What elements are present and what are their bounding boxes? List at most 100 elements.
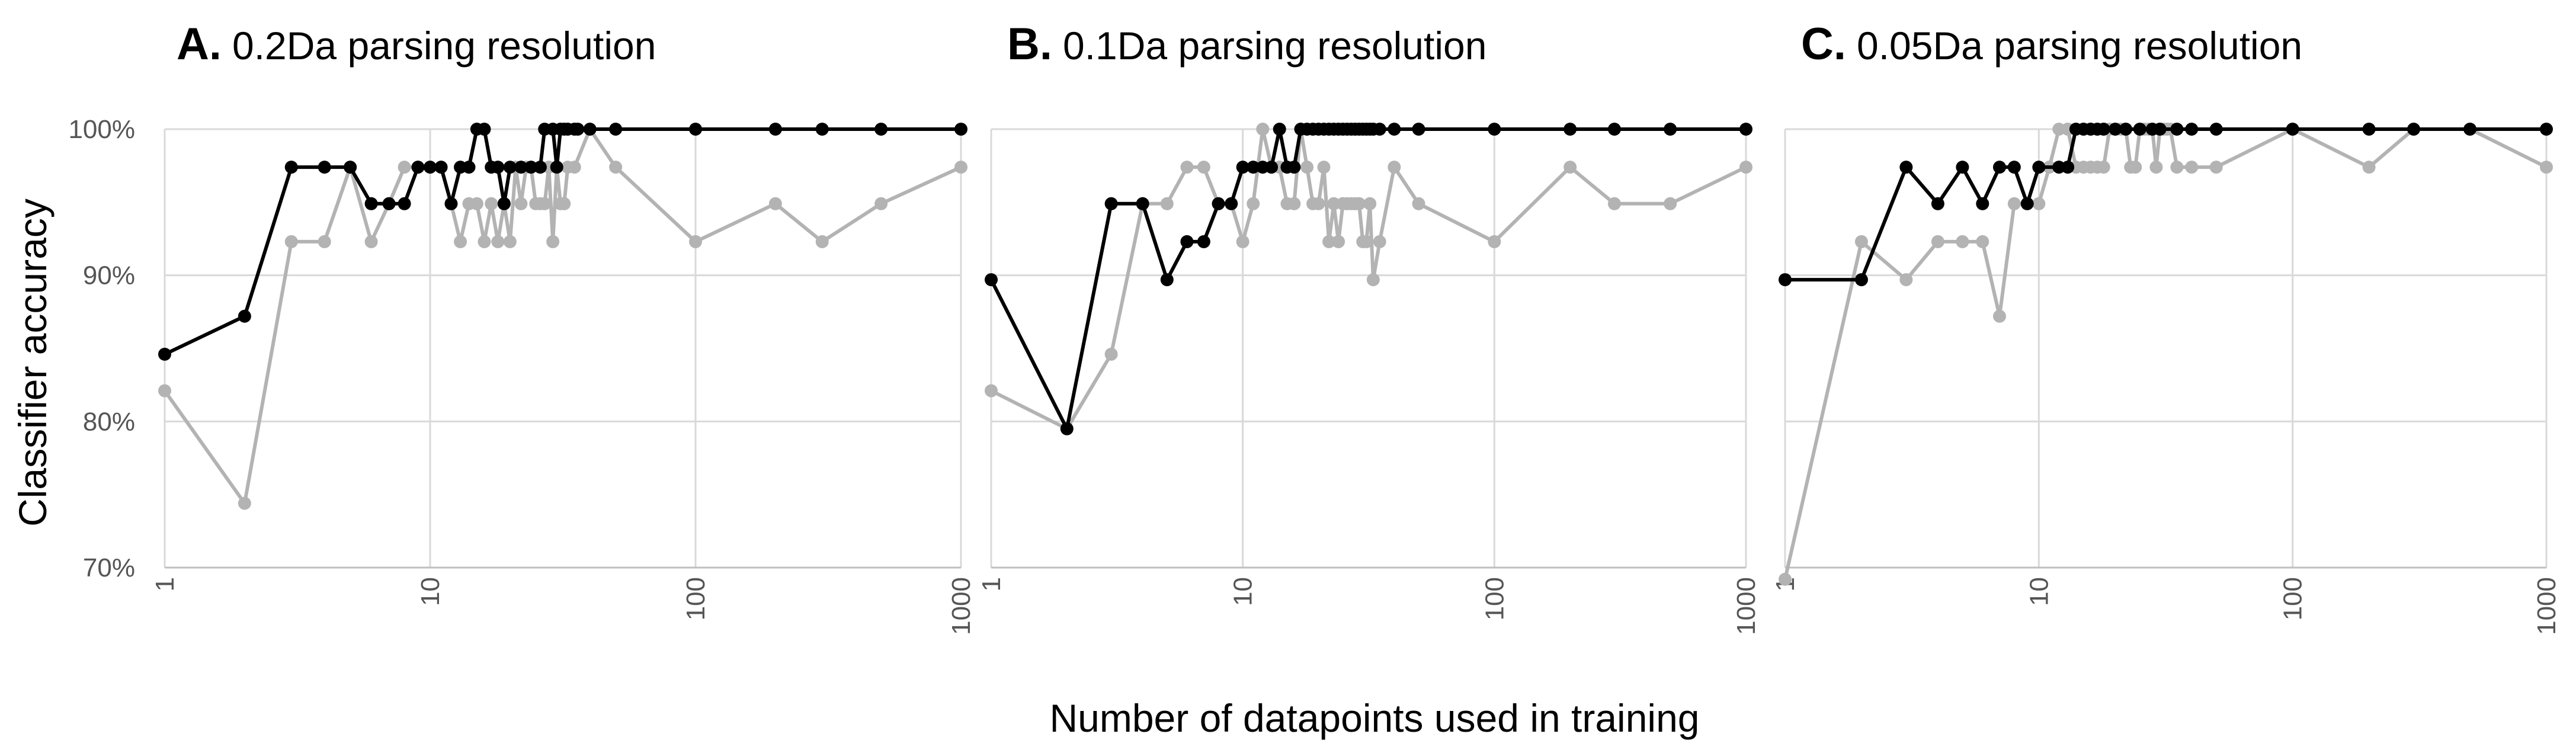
series-line	[1785, 127, 2546, 282]
data-point	[1300, 161, 1314, 174]
data-point	[546, 235, 560, 248]
data-point	[874, 197, 888, 210]
data-point	[1287, 197, 1301, 210]
data-point	[1739, 123, 1752, 136]
data-point	[815, 235, 829, 248]
x-tick-label: 10	[2024, 577, 2053, 606]
data-point	[1312, 197, 1325, 210]
data-point	[1373, 123, 1386, 136]
data-point	[485, 197, 498, 210]
data-point	[1256, 123, 1270, 136]
data-point	[954, 161, 967, 174]
data-point	[1779, 572, 1792, 586]
data-point	[1488, 235, 1501, 248]
x-tick-label: 1000	[2532, 577, 2561, 635]
data-point	[1854, 273, 1868, 287]
data-point	[1212, 197, 1225, 210]
panels: A. 0.2Da parsing resolution 70% 80% 90% 100% 1…	[68, 19, 2561, 635]
data-point	[2540, 161, 2553, 174]
data-point	[514, 197, 528, 210]
data-point	[470, 197, 483, 210]
data-point	[503, 161, 517, 174]
panel-letter: B.	[1007, 19, 1052, 69]
data-point	[568, 161, 581, 174]
data-point	[158, 347, 171, 361]
x-tick-label: 1000	[947, 577, 976, 635]
data-point	[2407, 123, 2421, 136]
data-point	[985, 384, 998, 398]
data-point	[1197, 235, 1210, 248]
data-point	[1287, 161, 1301, 174]
data-point	[1180, 235, 1194, 248]
data-point	[2061, 161, 2075, 174]
data-point	[382, 197, 396, 210]
data-point	[491, 161, 505, 174]
data-point	[364, 235, 378, 248]
data-point	[1317, 161, 1331, 174]
data-point	[2209, 123, 2223, 136]
data-point	[1388, 123, 1401, 136]
data-point	[2149, 161, 2163, 174]
data-point	[491, 235, 505, 248]
data-point	[558, 197, 571, 210]
data-point	[1225, 197, 1238, 210]
data-point	[1236, 235, 1249, 248]
data-point	[689, 123, 702, 136]
data-point	[1388, 161, 1401, 174]
data-point	[2133, 123, 2146, 136]
data-point	[1360, 235, 1373, 248]
data-point	[1236, 161, 1249, 174]
data-point	[1488, 123, 1501, 136]
data-point	[1136, 197, 1149, 210]
y-tick-label: 90%	[83, 261, 135, 290]
data-point	[609, 123, 623, 136]
data-point	[318, 235, 331, 248]
data-point	[1992, 161, 2006, 174]
data-point	[1899, 161, 1913, 174]
x-axis-title: Number of datapoints used in training	[1050, 696, 1700, 740]
data-point	[571, 123, 585, 136]
data-point	[1060, 422, 1074, 435]
data-point	[1265, 161, 1279, 174]
panel-title: C. 0.05Da parsing resolution	[1801, 19, 2302, 69]
data-point	[284, 161, 298, 174]
data-point	[2007, 197, 2021, 210]
data-point	[1779, 273, 1792, 287]
data-point	[1373, 235, 1386, 248]
data-point	[1412, 197, 1425, 210]
data-point	[2185, 123, 2199, 136]
x-tick-label: 100	[1480, 577, 1509, 620]
data-point	[2209, 161, 2223, 174]
data-point	[2362, 123, 2376, 136]
data-point	[1366, 273, 1380, 287]
data-point	[1607, 197, 1621, 210]
data-point	[158, 384, 171, 398]
data-point	[1332, 235, 1345, 248]
data-point	[1180, 161, 1194, 174]
data-point	[954, 123, 967, 136]
data-point	[2185, 161, 2199, 174]
data-point	[2097, 123, 2110, 136]
data-point	[503, 235, 517, 248]
data-point	[364, 197, 378, 210]
x-tick-label: 10	[416, 577, 445, 606]
data-point	[768, 123, 782, 136]
data-point	[434, 161, 448, 174]
data-point	[454, 235, 467, 248]
data-point	[2109, 123, 2122, 136]
data-point	[583, 123, 597, 136]
data-point	[478, 235, 491, 248]
x-tick-label: 1	[150, 577, 180, 591]
data-point	[1160, 273, 1174, 287]
data-point	[1104, 347, 1118, 361]
data-point	[2362, 161, 2376, 174]
data-point	[238, 309, 251, 323]
data-point	[2119, 123, 2133, 136]
data-point	[1956, 161, 1969, 174]
panel-title: A. 0.2Da parsing resolution	[177, 19, 656, 69]
data-point	[2170, 123, 2184, 136]
data-point	[2170, 161, 2184, 174]
data-point	[1992, 309, 2006, 323]
data-point	[318, 161, 331, 174]
data-point	[2032, 197, 2046, 210]
